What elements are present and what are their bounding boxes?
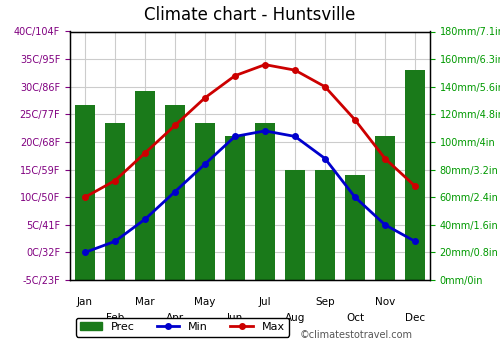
Text: Dec: Dec xyxy=(405,313,425,323)
Text: Sep: Sep xyxy=(315,297,335,307)
Text: Jan: Jan xyxy=(77,297,93,307)
Title: Climate chart - Huntsville: Climate chart - Huntsville xyxy=(144,6,356,25)
Bar xyxy=(135,91,155,280)
Bar xyxy=(285,169,305,280)
Text: Apr: Apr xyxy=(166,313,184,323)
Text: Jul: Jul xyxy=(258,297,272,307)
Text: Feb: Feb xyxy=(106,313,124,323)
Bar xyxy=(405,70,425,280)
Bar xyxy=(225,136,245,280)
Bar xyxy=(316,169,335,280)
Bar xyxy=(375,136,395,280)
Text: May: May xyxy=(194,297,216,307)
Bar xyxy=(105,122,125,280)
Bar xyxy=(195,122,215,280)
Text: Mar: Mar xyxy=(135,297,155,307)
Text: Aug: Aug xyxy=(285,313,305,323)
Text: ©climatestotravel.com: ©climatestotravel.com xyxy=(300,329,413,340)
Bar xyxy=(75,105,95,280)
Bar xyxy=(165,105,185,280)
Bar xyxy=(345,175,365,280)
Bar xyxy=(256,122,275,280)
Text: Oct: Oct xyxy=(346,313,364,323)
Text: Jun: Jun xyxy=(227,313,243,323)
Text: Nov: Nov xyxy=(375,297,395,307)
Legend: Prec, Min, Max: Prec, Min, Max xyxy=(76,318,289,337)
